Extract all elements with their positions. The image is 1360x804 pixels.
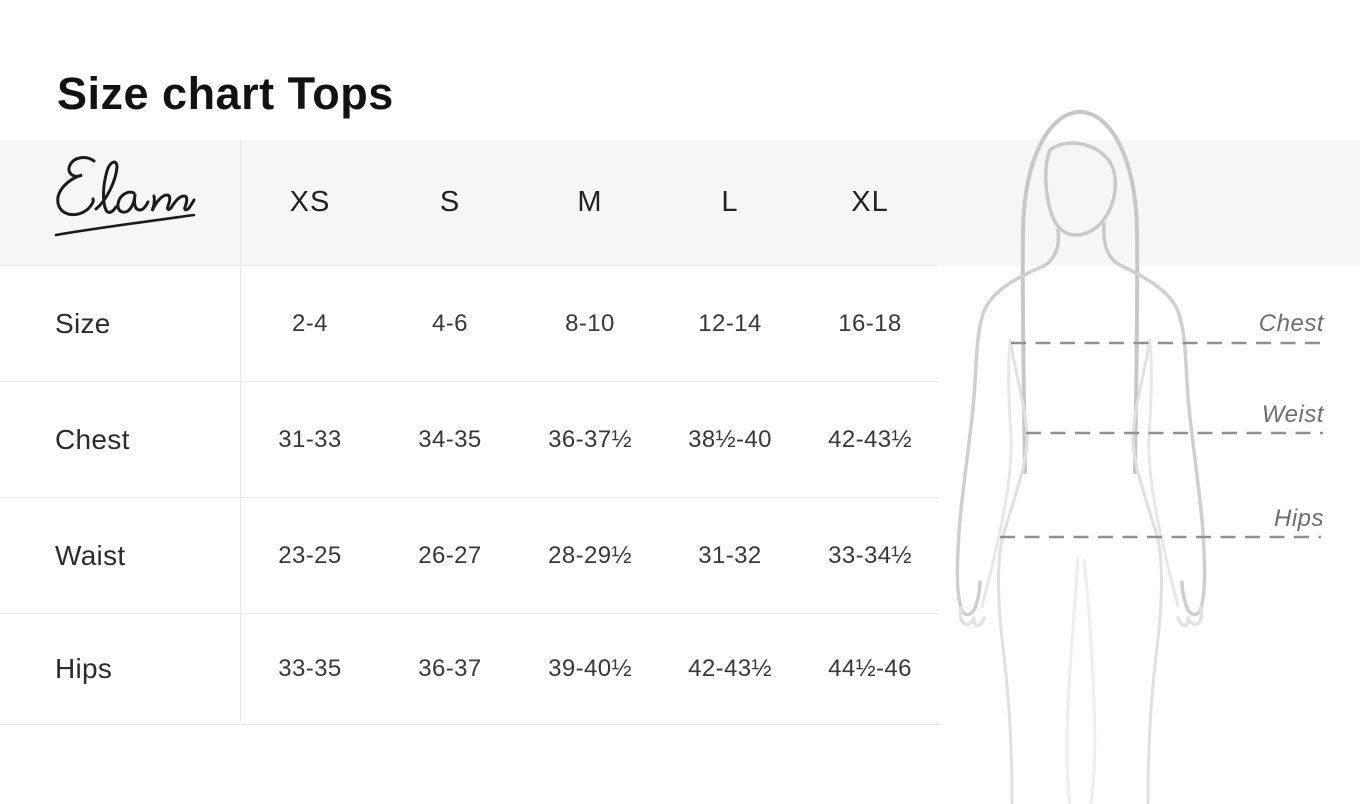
brand-signature-icon bbox=[54, 155, 196, 236]
hips-l: 42-43½ bbox=[688, 655, 772, 682]
female-silhouette-illustration bbox=[955, 109, 1323, 804]
column-header-xl: XL bbox=[851, 186, 889, 218]
body-measurement-figure bbox=[940, 100, 1360, 804]
chest-l: 38½-40 bbox=[688, 425, 772, 453]
shoulders-and-arms-outline bbox=[955, 262, 1207, 628]
chest-xl: 42-43½ bbox=[828, 425, 912, 453]
table-row-size: Size 2-4 4-6 8-10 12-14 16-18 bbox=[0, 265, 940, 381]
waist-s: 26-27 bbox=[418, 541, 482, 569]
table-header-band bbox=[0, 140, 1360, 265]
table-row-chest: Chest 31-33 34-35 36-37½ 38½-40 42-43½ bbox=[0, 381, 940, 497]
size-m: 8-10 bbox=[565, 309, 615, 337]
waist-measure-label: Weist bbox=[1261, 401, 1324, 428]
page-title: Size chart Tops bbox=[57, 68, 394, 120]
table-column-divider bbox=[240, 140, 241, 721]
waist-xl: 33-34½ bbox=[828, 541, 912, 569]
size-s: 4-6 bbox=[432, 309, 468, 337]
chest-m: 36-37½ bbox=[548, 425, 632, 453]
waist-l: 31-32 bbox=[698, 541, 762, 569]
row-label-hips: Hips bbox=[55, 653, 113, 684]
chest-s: 34-35 bbox=[418, 425, 482, 453]
column-header-s: S bbox=[439, 186, 461, 218]
brand-logo: Elan bbox=[0, 153, 240, 253]
size-xl: 16-18 bbox=[838, 309, 902, 337]
table-header-row: Elan XS S M L XL bbox=[0, 140, 940, 265]
column-header-l: L bbox=[721, 186, 739, 218]
inner-arms-outline bbox=[980, 342, 1180, 608]
hips-s: 36-37 bbox=[418, 655, 482, 682]
torso-outline bbox=[997, 338, 1163, 804]
size-l: 12-14 bbox=[698, 309, 762, 337]
table-row-waist: Waist 23-25 26-27 28-29½ 31-32 33-34½ bbox=[0, 497, 940, 613]
chest-xs: 31-33 bbox=[278, 425, 342, 453]
hair-outline bbox=[1020, 109, 1140, 474]
size-table: Elan XS S M L XL Size 2-4 4-6 8-10 12-14… bbox=[0, 140, 940, 725]
chest-measure-label: Chest bbox=[1258, 310, 1324, 337]
column-header-xs: XS bbox=[289, 186, 331, 218]
row-label-chest: Chest bbox=[55, 423, 130, 455]
waist-m: 28-29½ bbox=[548, 541, 632, 569]
face-outline bbox=[1042, 141, 1120, 268]
size-xs: 2-4 bbox=[292, 309, 328, 337]
hips-xs: 33-35 bbox=[278, 655, 342, 682]
table-row-hips: Hips 33-35 36-37 39-40½ 42-43½ 44½-46 bbox=[0, 613, 940, 725]
column-header-m: M bbox=[577, 186, 603, 218]
hips-m: 39-40½ bbox=[548, 655, 632, 682]
row-label-waist: Waist bbox=[55, 539, 126, 571]
row-label-size: Size bbox=[55, 307, 111, 339]
waist-xs: 23-25 bbox=[278, 541, 342, 569]
legs-outline bbox=[1065, 556, 1097, 804]
hips-xl: 44½-46 bbox=[828, 655, 912, 682]
hips-measure-label: Hips bbox=[1273, 505, 1324, 532]
